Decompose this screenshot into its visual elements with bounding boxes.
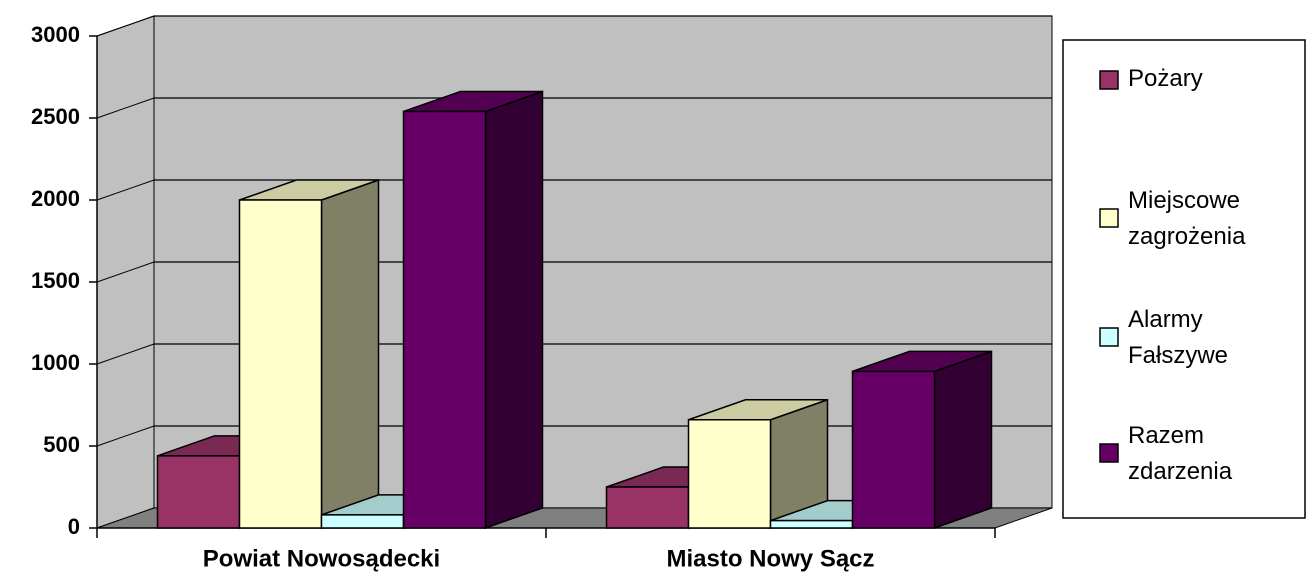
bar <box>156 455 241 529</box>
bar <box>605 486 690 529</box>
bar <box>687 419 772 529</box>
y-tick-label: 2500 <box>31 104 80 129</box>
bar-side <box>484 90 544 530</box>
grid-line <box>96 261 155 283</box>
bar <box>402 110 487 529</box>
y-tick-label: 500 <box>43 432 80 457</box>
bar <box>769 519 854 529</box>
legend-swatch <box>1099 70 1119 90</box>
grid-line <box>96 15 155 37</box>
grid-line <box>96 425 155 447</box>
legend-box <box>1062 39 1306 519</box>
y-tick-label: 1000 <box>31 350 80 375</box>
legend-swatch <box>1099 327 1119 347</box>
y-tick-label: 0 <box>68 514 80 539</box>
bar-side <box>320 178 380 530</box>
legend-swatch <box>1099 443 1119 463</box>
grid-line <box>96 97 155 119</box>
legend-label: Pożary <box>1128 65 1203 92</box>
bar-side <box>933 350 993 530</box>
bar <box>320 514 405 529</box>
legend-label: Miejscowe zagrożenia <box>1128 187 1246 250</box>
bar <box>851 370 936 529</box>
bar <box>238 199 323 529</box>
legend-swatch <box>1099 208 1119 228</box>
grid-line <box>96 179 155 201</box>
y-tick-label: 2000 <box>31 186 80 211</box>
grid-line <box>96 343 155 365</box>
y-tick-label: 1500 <box>31 268 80 293</box>
legend-label: Alarmy Fałszywe <box>1128 306 1228 369</box>
x-tick-label: Powiat Nowosądecki <box>203 545 440 572</box>
x-tick-label: Miasto Nowy Sącz <box>666 545 874 572</box>
legend-label: Razem zdarzenia <box>1128 422 1233 485</box>
y-tick-label: 3000 <box>31 22 80 47</box>
